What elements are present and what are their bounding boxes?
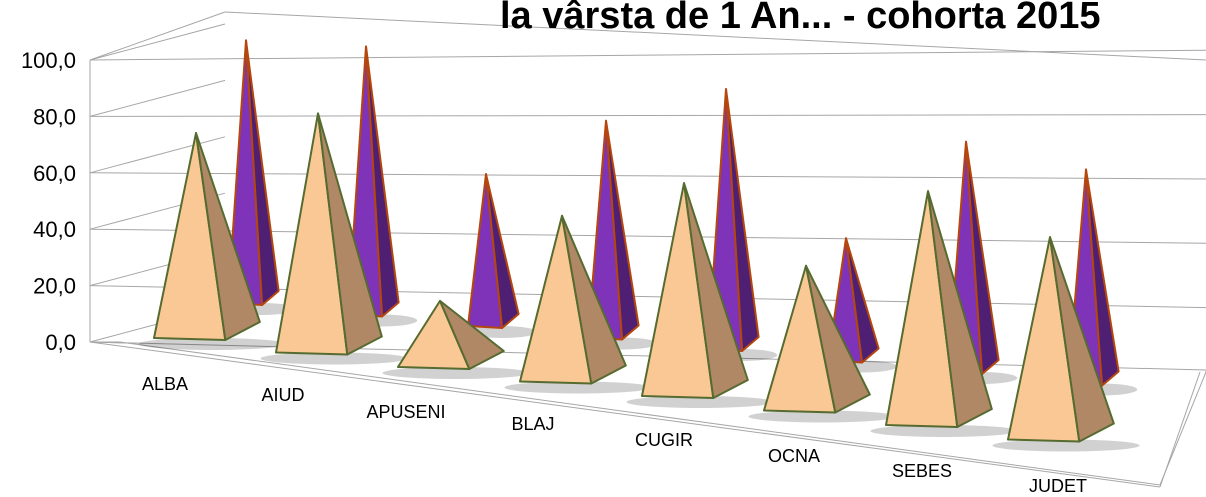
series1-pyramid-7-shadow	[992, 439, 1140, 452]
series2-pyramid-4-side-face	[725, 88, 760, 352]
gridline-left	[89, 136, 226, 174]
series1-pyramid-2-shadow	[382, 367, 530, 379]
y-tick-label: 60,0	[33, 161, 76, 186]
chart-title: la vârsta de 1 An... - cohorta 2015	[500, 0, 1101, 37]
series1-pyramid-7	[992, 236, 1140, 452]
series2-pyramid-7-side-face	[1085, 168, 1120, 387]
series1-pyramid-2-side-face	[439, 299, 505, 370]
series2-pyramid-0-side-face	[245, 39, 280, 306]
series1-pyramid-1-shadow	[260, 352, 408, 365]
y-tick-label: 100,0	[21, 48, 76, 73]
series1-pyramid-2	[382, 299, 530, 379]
gridline-left	[89, 23, 226, 61]
series1-pyramid-3	[504, 214, 652, 394]
series1-pyramid-6	[870, 190, 1018, 437]
series1-pyramid-1	[260, 112, 408, 365]
series1-pyramid-5	[748, 264, 896, 423]
series2-pyramid-2	[466, 173, 538, 338]
series1-pyramid-3-side-face	[561, 214, 627, 385]
series2-pyramid-3-side-face	[605, 119, 640, 341]
x-tick-label: BLAJ	[511, 414, 554, 434]
series1-pyramid-4	[626, 182, 774, 408]
series1-pyramid-0-side-face	[195, 132, 261, 341]
chart-marks	[138, 39, 1140, 452]
series1-pyramid-0-shadow	[138, 338, 286, 350]
x-tick-label: CUGIR	[635, 430, 693, 450]
series1-pyramid-3-shadow	[504, 381, 652, 394]
series1-pyramid-6-side-face	[927, 190, 993, 428]
wall-back-edge	[224, 11, 1206, 61]
y-tick-label: 40,0	[33, 217, 76, 242]
x-axis: ALBA AIUD APUSENI BLAJ CUGIR OCNA SEBES JUDET	[142, 374, 1087, 496]
series2-pyramid-2-side-face	[485, 173, 520, 329]
x-tick-label: OCNA	[768, 446, 820, 466]
series1-pyramid-1-side-face	[317, 112, 383, 356]
y-tick-label: 0,0	[45, 330, 76, 355]
x-tick-label: JUDET	[1029, 476, 1087, 496]
x-tick-label: APUSENI	[366, 402, 445, 422]
x-tick-label: ALBA	[142, 374, 188, 394]
series1-pyramid-6-shadow	[870, 425, 1018, 437]
x-tick-label: SEBES	[892, 461, 952, 481]
series2-pyramid-6-side-face	[965, 140, 1000, 375]
floor-front-edge	[89, 341, 1161, 488]
y-tick-label: 80,0	[33, 104, 76, 129]
series1-pyramid-7-side-face	[1049, 236, 1115, 443]
gridline	[89, 228, 1206, 244]
series1-pyramid-4-side-face	[683, 182, 749, 399]
gridline	[89, 114, 1206, 117]
x-tick-label: AIUD	[261, 385, 304, 405]
gridline-left	[89, 79, 226, 117]
y-tick-label: 20,0	[33, 274, 76, 299]
series2-pyramid-1-side-face	[365, 45, 400, 318]
y-axis: 0,0 20,0 40,0 60,0 80,0 100,0	[21, 48, 76, 355]
series1-pyramid-0	[138, 132, 286, 350]
gridline	[89, 172, 1206, 180]
gridline	[89, 49, 1206, 61]
series1-pyramid-5-shadow	[748, 410, 896, 423]
series1-pyramid-5-side-face	[805, 264, 871, 414]
wall-top-edge	[89, 11, 226, 61]
series1-pyramid-4-shadow	[626, 396, 774, 408]
floor-right-edge	[1159, 371, 1201, 488]
series2-pyramid-5-side-face	[845, 237, 880, 364]
